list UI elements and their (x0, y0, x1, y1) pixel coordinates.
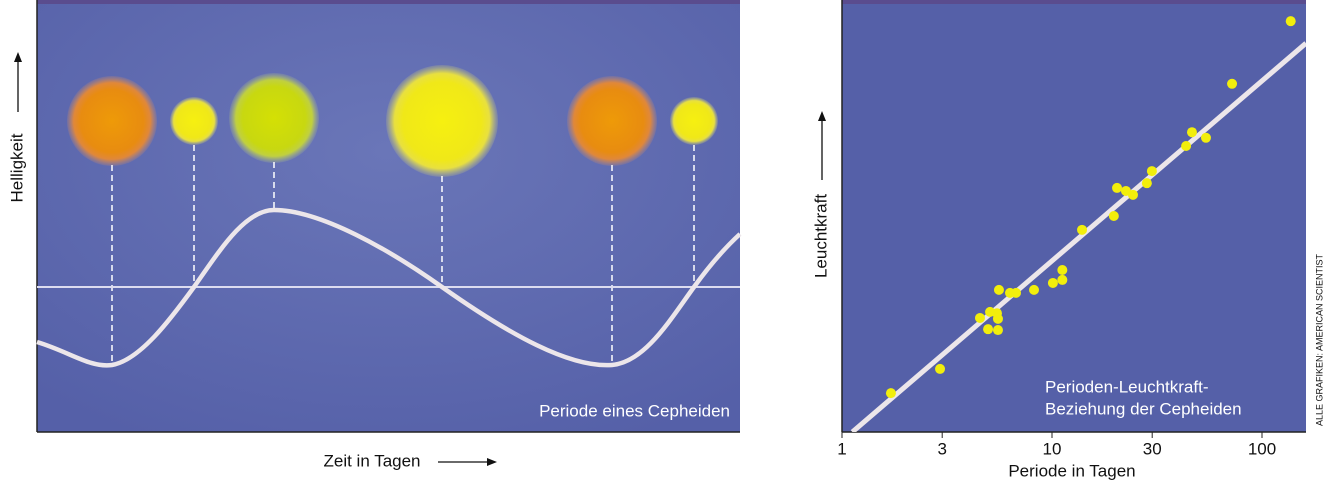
y-arrowhead (14, 52, 22, 62)
data-point (1227, 79, 1237, 89)
panel-annotation: Periode eines Cepheiden (539, 401, 730, 420)
star (67, 76, 157, 166)
star (670, 97, 718, 145)
data-point (1142, 178, 1152, 188)
figure: Periode eines Cepheiden Helligkeit Zeit … (0, 0, 1329, 485)
y-axis-label: Helligkeit (7, 133, 26, 202)
panel-annotation: Perioden-Leuchtkraft- (1045, 377, 1208, 396)
data-point (1187, 127, 1197, 137)
scatter-chart: Perioden-Leuchtkraft- Beziehung der Cephe… (842, 0, 1306, 432)
data-point (993, 314, 1003, 324)
data-point (983, 324, 993, 334)
star (170, 97, 218, 145)
x-tick-label: 100 (1248, 439, 1276, 458)
data-point (935, 364, 945, 374)
data-point (1112, 183, 1122, 193)
data-point (994, 285, 1004, 295)
data-point (1128, 190, 1138, 200)
data-point (1181, 141, 1191, 151)
data-point (886, 388, 896, 398)
data-point (993, 325, 1003, 335)
star (229, 73, 319, 163)
panel-annotation: Beziehung der Cepheiden (1045, 399, 1242, 418)
x-axis-label: Periode in Tagen (1008, 461, 1135, 480)
x-tick-label: 10 (1043, 439, 1062, 458)
data-point (1029, 285, 1039, 295)
star (567, 76, 657, 166)
data-point (1011, 288, 1021, 298)
x-tick-label: 30 (1143, 439, 1162, 458)
data-point (1077, 225, 1087, 235)
data-point (1057, 265, 1067, 275)
data-point (1109, 211, 1119, 221)
x-arrowhead (487, 458, 497, 466)
y-axis-label: Leuchtkraft (811, 194, 830, 278)
data-point (1057, 275, 1067, 285)
data-point (975, 313, 985, 323)
x-tick-label: 3 (937, 439, 946, 458)
data-point (1201, 133, 1211, 143)
panel-left (37, 0, 740, 432)
top-strip (37, 0, 740, 4)
x-axis-label: Zeit in Tagen (323, 451, 420, 470)
data-point (1048, 278, 1058, 288)
y-arrowhead (818, 111, 826, 121)
credit: ALLE GRAFIKEN: AMERICAN SCIENTIST (1314, 253, 1324, 426)
data-point (1147, 166, 1157, 176)
star (386, 65, 498, 177)
x-tick-label: 1 (837, 439, 846, 458)
top-strip (842, 0, 1306, 4)
panel-right (842, 0, 1306, 432)
data-point (1286, 16, 1296, 26)
